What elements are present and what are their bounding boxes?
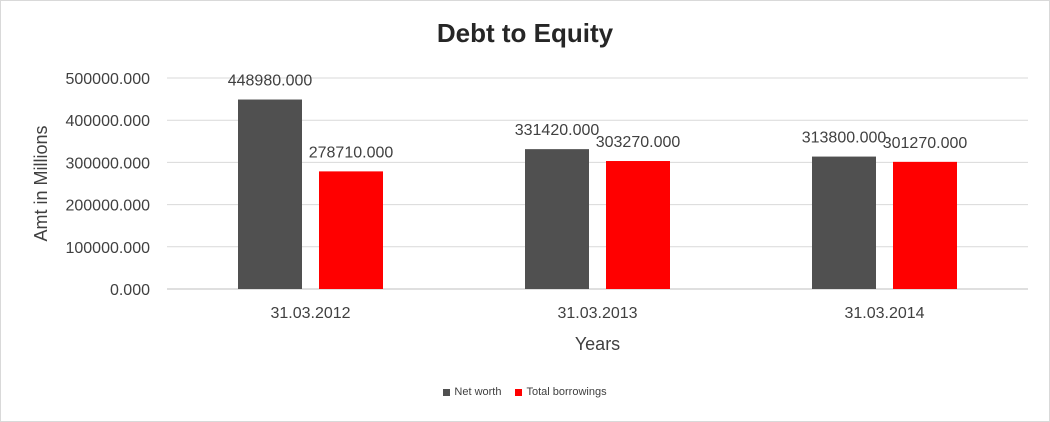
- legend-label: Net worth: [454, 386, 502, 398]
- bar-total-borrowings: [606, 161, 670, 289]
- y-axis-title: Amt in Millions: [31, 125, 51, 241]
- chart-legend: Net worth Total borrowings: [0, 386, 1050, 398]
- data-label: 303270.000: [596, 134, 681, 151]
- bar-total-borrowings: [893, 161, 957, 289]
- bar-net-worth: [812, 156, 876, 289]
- legend-swatch: [515, 388, 523, 396]
- data-label: 278710.000: [309, 144, 394, 161]
- x-axis-title: Years: [575, 334, 620, 354]
- y-tick-label: 100000.000: [65, 240, 150, 257]
- y-tick-label: 300000.000: [65, 155, 150, 172]
- data-label: 448980.000: [228, 73, 313, 90]
- legend-swatch: [443, 388, 451, 396]
- x-tick-label: 31.03.2014: [844, 305, 924, 322]
- y-tick-label: 0.000: [110, 282, 150, 299]
- legend-item: Total borrowings: [515, 386, 607, 398]
- bar-total-borrowings: [319, 171, 383, 289]
- chart-title: Debt to Equity: [436, 18, 614, 48]
- legend-label: Total borrowings: [526, 386, 607, 398]
- bar-net-worth: [238, 99, 302, 289]
- y-tick-label: 400000.000: [65, 113, 150, 130]
- data-label: 313800.000: [802, 130, 887, 147]
- x-tick-label: 31.03.2013: [557, 305, 637, 322]
- bar-net-worth: [525, 149, 589, 289]
- data-label: 331420.000: [515, 122, 600, 139]
- data-label: 301270.000: [883, 135, 968, 152]
- legend-item: Net worth: [443, 386, 501, 398]
- y-tick-label: 200000.000: [65, 198, 150, 215]
- y-tick-label: 500000.000: [65, 71, 150, 88]
- x-tick-label: 31.03.2012: [270, 305, 350, 322]
